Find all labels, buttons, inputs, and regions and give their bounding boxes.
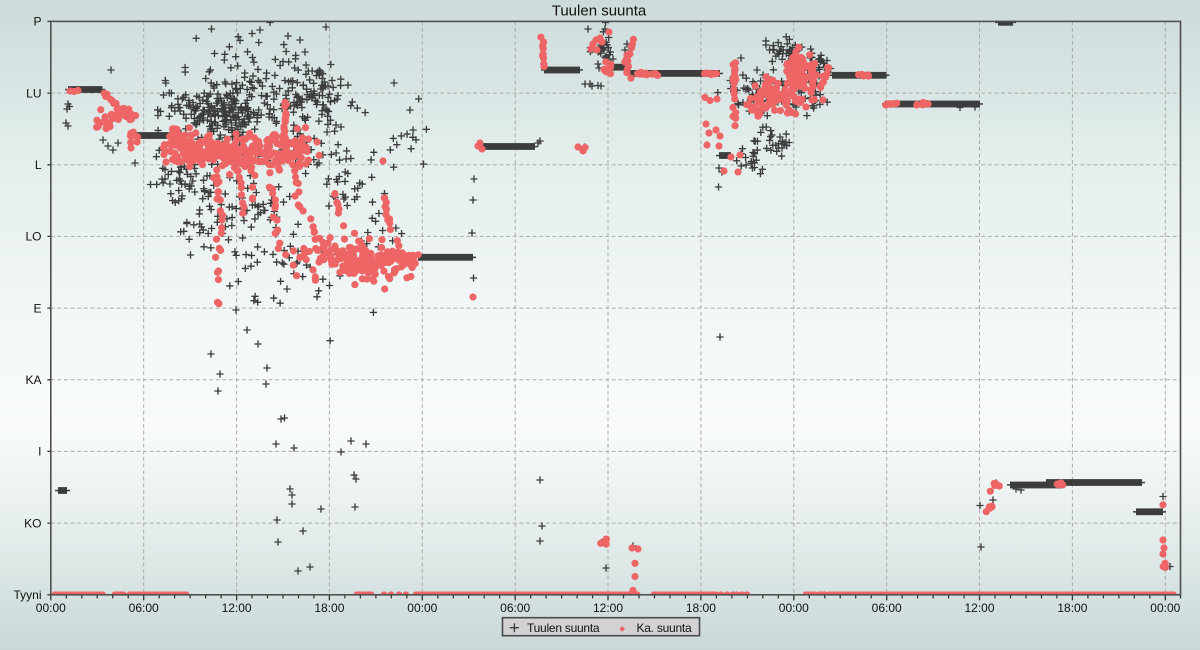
svg-text:18:00: 18:00 bbox=[1057, 601, 1087, 615]
svg-text:12:00: 12:00 bbox=[593, 601, 623, 615]
svg-text:Tuulen suunta: Tuulen suunta bbox=[527, 621, 600, 635]
svg-text:00:00: 00:00 bbox=[36, 601, 66, 615]
svg-text:00:00: 00:00 bbox=[407, 601, 437, 615]
svg-text:KO: KO bbox=[24, 516, 41, 530]
svg-text:Ka. suunta: Ka. suunta bbox=[637, 621, 692, 635]
svg-text:LO: LO bbox=[25, 230, 41, 244]
svg-text:12:00: 12:00 bbox=[222, 601, 252, 615]
svg-text:18:00: 18:00 bbox=[686, 601, 716, 615]
svg-text:E: E bbox=[33, 301, 41, 315]
svg-text:LU: LU bbox=[26, 86, 41, 100]
svg-text:L: L bbox=[35, 158, 42, 172]
svg-text:12:00: 12:00 bbox=[964, 601, 994, 615]
svg-text:06:00: 06:00 bbox=[129, 601, 159, 615]
svg-text:18:00: 18:00 bbox=[314, 601, 344, 615]
svg-text:I: I bbox=[38, 445, 41, 459]
svg-text:KA: KA bbox=[25, 373, 41, 387]
svg-text:Tyyni: Tyyni bbox=[13, 588, 41, 602]
svg-text:06:00: 06:00 bbox=[872, 601, 902, 615]
svg-text:00:00: 00:00 bbox=[779, 601, 809, 615]
svg-text:P: P bbox=[33, 15, 41, 29]
svg-text:00:00: 00:00 bbox=[1150, 601, 1180, 615]
svg-text:Tuulen suunta: Tuulen suunta bbox=[552, 3, 647, 20]
svg-text:06:00: 06:00 bbox=[500, 601, 530, 615]
